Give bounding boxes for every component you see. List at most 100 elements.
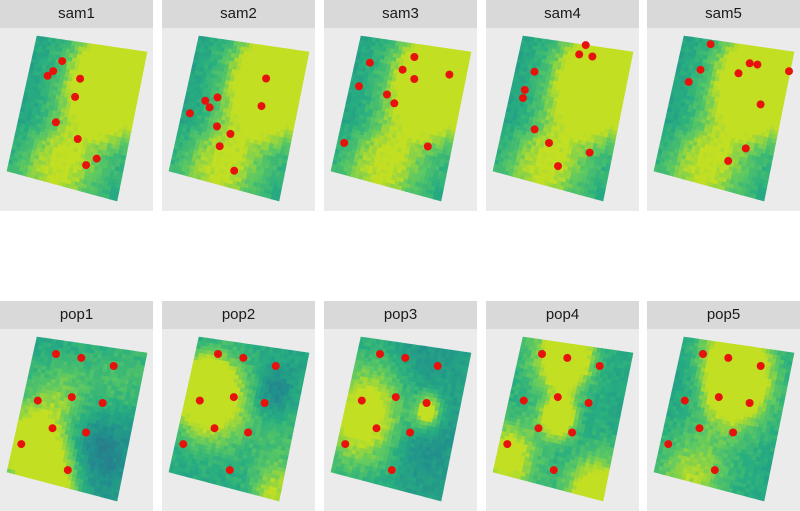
facet-strip-label: pop4: [486, 301, 639, 329]
data-point: [260, 399, 269, 407]
data-point: [52, 350, 60, 358]
raster-field: [653, 336, 795, 502]
facet-strip-label: pop3: [324, 301, 477, 329]
data-point: [82, 428, 91, 437]
data-point: [229, 393, 238, 402]
facet-strip-label: sam5: [647, 0, 800, 28]
data-point: [568, 428, 577, 437]
data-point: [585, 148, 594, 157]
facet-panel: [0, 329, 153, 511]
facet-sam4: sam4: [486, 0, 639, 211]
facet-strip-label: sam3: [324, 0, 477, 28]
data-point: [271, 362, 280, 370]
raster-field: [6, 336, 148, 502]
data-point: [401, 353, 410, 362]
data-point: [109, 362, 118, 370]
data-point: [205, 103, 214, 112]
data-point: [179, 440, 188, 449]
data-point: [519, 94, 527, 103]
data-point: [503, 440, 512, 449]
data-point: [82, 161, 91, 170]
data-point: [257, 102, 266, 111]
data-point: [664, 440, 673, 449]
data-point: [390, 99, 399, 108]
data-point: [17, 440, 26, 449]
facet-panel: [324, 329, 477, 511]
data-point: [563, 353, 572, 362]
facet-pop4: pop4: [486, 301, 639, 511]
facet-panel: [162, 28, 315, 211]
data-point: [73, 135, 82, 143]
facet-sam1: sam1: [0, 0, 153, 211]
data-point: [520, 85, 529, 94]
facet-panel: [486, 329, 639, 511]
data-point: [538, 350, 546, 358]
raster-field: [492, 336, 634, 502]
raster-field: [653, 35, 795, 202]
data-point: [581, 41, 590, 50]
data-point: [67, 393, 76, 402]
facet-sam3: sam3: [324, 0, 477, 211]
facet-panel: [162, 329, 315, 511]
data-point: [214, 350, 222, 358]
data-point: [244, 428, 253, 437]
data-point: [706, 40, 715, 49]
data-point: [76, 74, 85, 83]
data-point: [729, 428, 738, 437]
facet-strip-label: sam4: [486, 0, 639, 28]
data-point: [745, 399, 754, 407]
data-point: [423, 142, 432, 151]
data-point: [201, 96, 210, 105]
data-point: [519, 396, 528, 405]
data-point: [545, 139, 553, 147]
facet-panel: [647, 28, 800, 211]
data-point: [383, 90, 391, 99]
data-point: [734, 69, 743, 78]
data-point: [185, 109, 194, 118]
data-point: [98, 399, 107, 407]
raster-field: [330, 336, 472, 502]
data-point: [58, 57, 67, 66]
data-point: [696, 65, 705, 74]
raster-field: [330, 35, 472, 202]
data-point: [741, 144, 750, 153]
data-point: [230, 166, 239, 175]
data-point: [433, 362, 442, 370]
facet-strip-label: pop1: [0, 301, 153, 329]
raster-field: [492, 35, 634, 202]
facet-panel: [324, 28, 477, 211]
data-point: [63, 466, 72, 475]
facet-pop3: pop3: [324, 301, 477, 511]
data-point: [391, 393, 400, 402]
data-point: [51, 118, 60, 127]
data-point: [355, 82, 363, 91]
facet-pop5: pop5: [647, 301, 800, 511]
data-point: [724, 156, 733, 165]
data-point: [530, 67, 539, 76]
data-point: [195, 396, 204, 405]
data-point: [210, 424, 219, 433]
data-point: [785, 67, 793, 76]
facet-pop2: pop2: [162, 301, 315, 511]
data-point: [77, 353, 86, 362]
raster-field: [6, 35, 148, 202]
data-point: [530, 125, 539, 134]
data-point: [365, 58, 374, 67]
data-point: [406, 428, 415, 437]
data-point: [43, 71, 52, 80]
data-point: [724, 353, 733, 362]
data-point: [410, 53, 419, 61]
data-point: [33, 396, 42, 405]
data-point: [753, 60, 762, 69]
facet-sam5: sam5: [647, 0, 800, 211]
raster-field: [168, 336, 310, 502]
data-point: [71, 92, 80, 101]
facet-strip-label: sam2: [162, 0, 315, 28]
data-point: [756, 100, 765, 109]
data-point: [387, 466, 396, 475]
data-point: [410, 75, 419, 83]
data-point: [213, 93, 222, 102]
data-point: [695, 424, 704, 433]
data-point: [553, 393, 562, 402]
data-point: [398, 65, 407, 74]
